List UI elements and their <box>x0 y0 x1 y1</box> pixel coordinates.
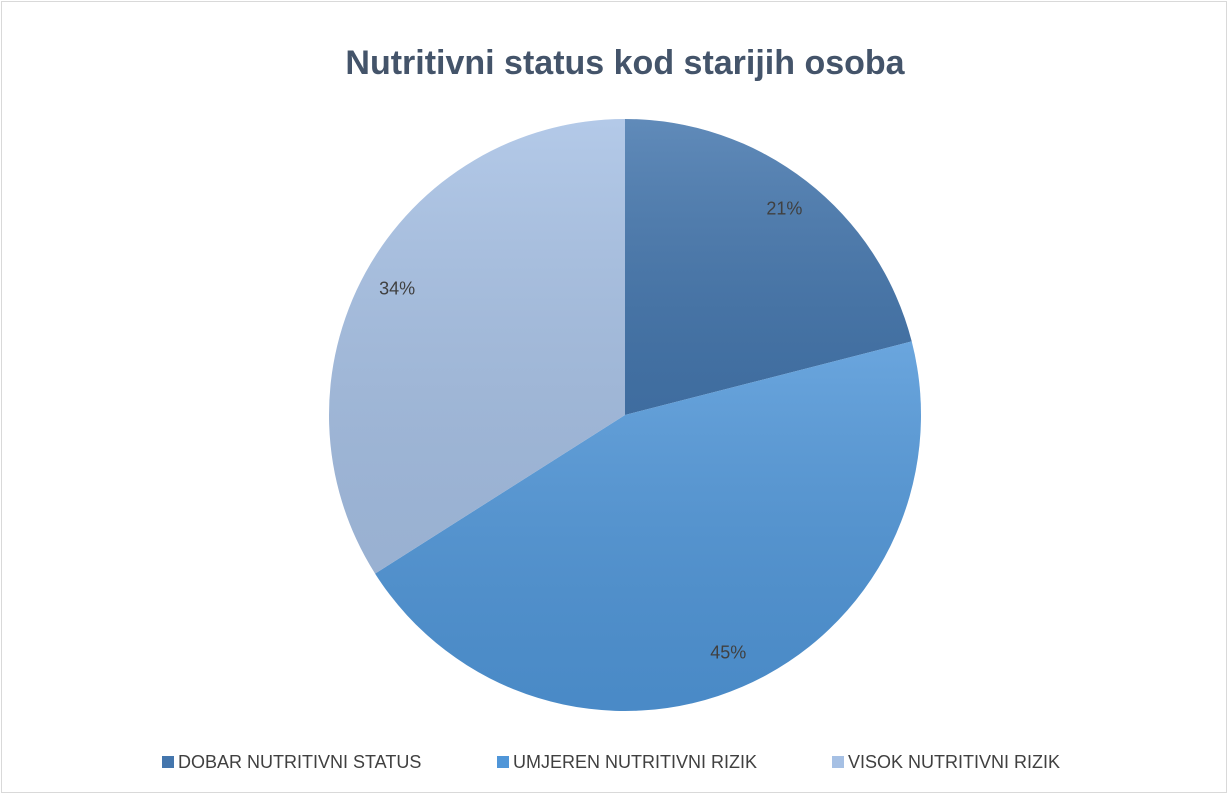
legend-swatch <box>832 756 844 768</box>
data-label: 34% <box>379 278 415 298</box>
legend-label: DOBAR NUTRITIVNI STATUS <box>178 752 421 772</box>
legend-swatch <box>162 756 174 768</box>
chart-title: Nutritivni status kod starijih osoba <box>345 44 905 82</box>
slice-shade <box>625 119 912 415</box>
data-label: 45% <box>710 642 746 662</box>
legend-label: VISOK NUTRITIVNI RIZIK <box>848 752 1060 772</box>
legend-label: UMJEREN NUTRITIVNI RIZIK <box>513 752 757 772</box>
slice-shade <box>375 341 921 712</box>
legend-swatch <box>497 756 509 768</box>
data-label: 21% <box>766 198 802 218</box>
slice-shade <box>328 119 625 574</box>
